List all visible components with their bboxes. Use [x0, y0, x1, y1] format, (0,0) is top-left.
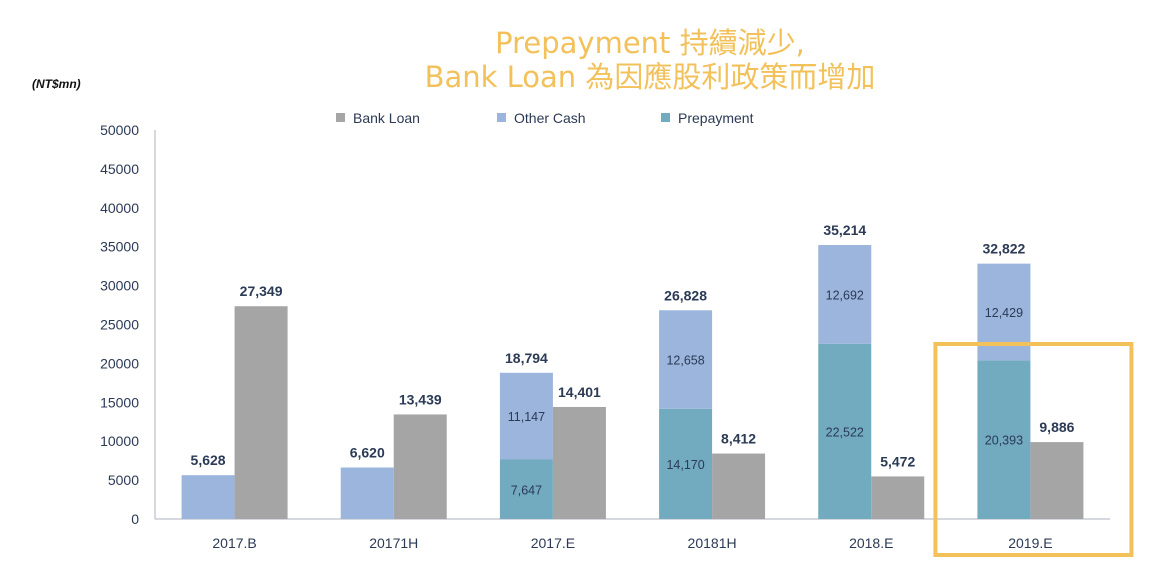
cash-total-label: 6,620	[350, 444, 385, 460]
bar-prepayment	[659, 408, 713, 519]
title-line-1: Prepayment 持續減少,	[495, 26, 805, 60]
bank-loan-label: 13,439	[399, 391, 442, 407]
chart-title: Prepayment 持續減少, Bank Loan 為因應股利政策而增加	[300, 26, 1000, 94]
y-tick-label: 25000	[100, 317, 139, 333]
y-tick-label: 10000	[100, 433, 139, 449]
y-tick-label: 35000	[100, 239, 139, 255]
y-tick-label: 50000	[100, 122, 139, 138]
segment-label-other-cash: 12,692	[826, 288, 864, 302]
title-line-2: Bank Loan 為因應股利政策而增加	[424, 60, 876, 94]
bar-bank-loan	[393, 414, 447, 519]
x-tick-label: 2018.E	[849, 535, 893, 551]
unit-label: (NT$mn)	[32, 77, 81, 91]
bar-other-cash	[340, 467, 394, 519]
y-tick-label: 30000	[100, 278, 139, 294]
bar-prepayment	[499, 459, 553, 519]
bar-bank-loan	[871, 476, 925, 519]
segment-label-other-cash: 11,147	[508, 410, 545, 424]
x-tick-label: 2017.E	[531, 535, 575, 551]
x-tick-label: 20181H	[688, 535, 737, 551]
segment-label-prepayment: 20,393	[985, 434, 1023, 448]
segment-label-other-cash: 12,429	[985, 306, 1023, 320]
y-tick-label: 15000	[100, 394, 139, 410]
legend-swatch-bank-loan	[336, 113, 345, 122]
legend-label: Other Cash	[514, 110, 586, 126]
bar-bank-loan	[1030, 442, 1084, 519]
bar-bank-loan	[552, 406, 606, 519]
segment-label-prepayment: 7,647	[511, 483, 542, 497]
segment-label-prepayment: 14,170	[666, 458, 704, 472]
cash-total-label: 26,828	[664, 287, 707, 303]
y-tick-label: 40000	[100, 200, 139, 216]
legend-label: Prepayment	[678, 110, 754, 126]
bank-loan-label: 14,401	[558, 384, 601, 400]
x-tick-label: 20171H	[369, 535, 418, 551]
y-tick-label: 0	[131, 511, 139, 527]
bar-other-cash	[659, 310, 713, 409]
bar-other-cash	[499, 372, 553, 460]
bank-loan-label: 27,349	[240, 283, 283, 299]
bar-prepayment	[818, 343, 872, 519]
bar-bank-loan	[234, 306, 288, 519]
highlight-box	[933, 342, 1134, 557]
segment-label-prepayment: 22,522	[826, 425, 864, 439]
segment-label-other-cash: 12,658	[666, 354, 704, 368]
bank-loan-label: 5,472	[880, 453, 915, 469]
bar-other-cash	[181, 475, 235, 519]
legend-swatch-other-cash	[497, 113, 506, 122]
legend-label: Bank Loan	[353, 110, 420, 126]
bar-bank-loan	[712, 453, 766, 519]
bar-other-cash	[818, 245, 872, 344]
y-tick-label: 45000	[100, 161, 139, 177]
cash-total-label: 35,214	[823, 222, 866, 238]
bar-prepayment	[977, 360, 1031, 519]
cash-total-label: 18,794	[505, 350, 548, 366]
cash-total-label: 5,628	[191, 452, 226, 468]
bank-loan-label: 8,412	[721, 431, 756, 447]
x-tick-label: 2019.E	[1008, 535, 1052, 551]
bank-loan-label: 9,886	[1039, 419, 1074, 435]
y-tick-label: 5000	[108, 472, 139, 488]
legend-swatch-prepayment	[661, 113, 670, 122]
cash-total-label: 32,822	[983, 241, 1026, 257]
y-tick-label: 20000	[100, 355, 139, 371]
x-tick-label: 2017.B	[212, 535, 256, 551]
